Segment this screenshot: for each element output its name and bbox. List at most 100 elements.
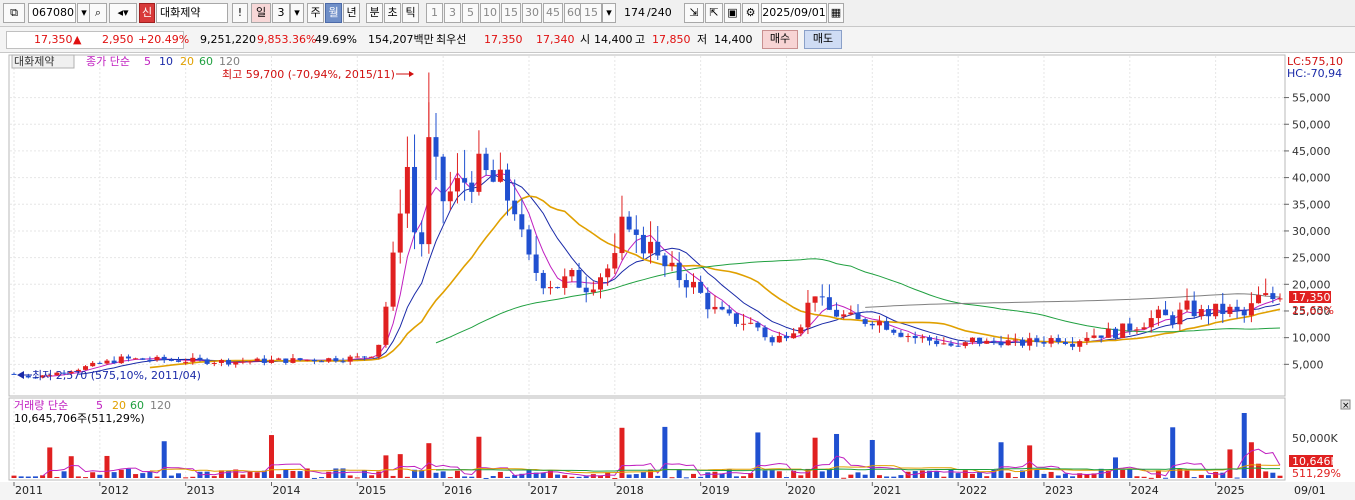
volume-bar: [562, 475, 568, 478]
quote-bar: 17,350 ▲ 2,950 +20.49% 9,251,220 9,853.3…: [0, 27, 1355, 53]
volume-bar: [383, 455, 389, 478]
price-tag: [1289, 291, 1331, 303]
period-day-button[interactable]: 일: [251, 3, 271, 23]
tab-tick[interactable]: 틱: [402, 3, 419, 23]
candle-body: [812, 296, 818, 303]
candle-body: [412, 166, 418, 233]
volume-bar: [233, 469, 239, 478]
tab-minute[interactable]: 분: [366, 3, 383, 23]
candle-body: [333, 358, 339, 362]
max-price-note: 최고 59,700 (-70,94%, 2015/11): [222, 68, 395, 81]
alert-button[interactable]: !: [232, 3, 248, 23]
interval-1[interactable]: 1: [426, 3, 443, 23]
high-price: 17,850: [652, 33, 691, 46]
candle-body: [912, 335, 918, 339]
candle-body: [197, 357, 203, 360]
candle-body: [1084, 337, 1090, 342]
candle-body: [705, 292, 711, 310]
candle-body: [1055, 338, 1061, 343]
search-icon[interactable]: ⌕: [89, 3, 107, 23]
price-change-pct: +20.49%: [138, 33, 190, 46]
y-tick-label: 5,000: [1292, 358, 1324, 371]
calendar-icon[interactable]: ▦: [828, 3, 844, 23]
candle-body: [755, 322, 761, 328]
candle-body: [61, 372, 67, 374]
candle-body: [390, 252, 396, 307]
candle-body: [776, 335, 782, 343]
lc-label: LC:575,10: [1287, 55, 1343, 68]
candle-body: [1198, 309, 1204, 317]
volume-bar: [1148, 477, 1154, 479]
period-dropdown-icon[interactable]: ▾: [290, 3, 304, 23]
candle-body: [1248, 303, 1254, 316]
candle-body: [469, 182, 475, 192]
candle-body: [161, 356, 167, 360]
volume-bar: [25, 476, 31, 478]
volume-bar: [11, 475, 17, 478]
speaker-icon[interactable]: ◂▾: [109, 3, 137, 23]
stock-code-input[interactable]: 067080: [28, 3, 76, 23]
candle-body: [655, 241, 661, 256]
volume-bar: [1105, 470, 1111, 478]
volume-bar: [927, 470, 933, 478]
buy-button[interactable]: 매수: [762, 30, 798, 49]
volume-bar: [934, 471, 940, 478]
tab-week[interactable]: 주: [307, 3, 324, 23]
period-value[interactable]: 3: [272, 3, 290, 23]
date-field[interactable]: 2025/09/01: [761, 3, 827, 23]
zoom-in-icon[interactable]: ⇲: [684, 3, 704, 23]
candle-body: [748, 322, 754, 324]
volume-bar: [690, 473, 696, 478]
tab-month[interactable]: 월: [325, 3, 342, 23]
volume-bar: [419, 470, 425, 478]
candle-body: [311, 359, 317, 362]
close-icon[interactable]: [1340, 399, 1351, 410]
x-tick-label: 2023: [1045, 484, 1073, 497]
interval-3[interactable]: 3: [444, 3, 461, 23]
candle-body: [826, 297, 832, 310]
count-field[interactable]: 15: [580, 3, 602, 23]
candle-body: [941, 343, 947, 345]
price-chart[interactable]: 대화제약 종가 단순 5 10 20 60 120 최고 59,700 (-70…: [0, 53, 1355, 500]
gear-icon[interactable]: ⚙: [742, 3, 759, 23]
interval-45[interactable]: 45: [543, 3, 563, 23]
volume-bar: [125, 468, 131, 478]
volume-bar: [90, 472, 96, 478]
interval-5[interactable]: 5: [462, 3, 479, 23]
window-icon[interactable]: ⧉: [3, 3, 25, 23]
candle-body: [1034, 338, 1040, 343]
volume-bar: [1062, 473, 1068, 478]
candle-body: [898, 332, 904, 337]
candle-body: [569, 269, 575, 277]
zoom-out-icon[interactable]: ⇱: [705, 3, 723, 23]
tab-year[interactable]: 년: [343, 3, 360, 23]
candle-body: [268, 359, 274, 363]
tab-second[interactable]: 초: [384, 3, 401, 23]
low-price: 14,400: [714, 33, 753, 46]
volume-bar: [326, 471, 332, 478]
volume-bar: [376, 471, 382, 478]
volume-bar: [1256, 463, 1262, 478]
candle-body: [140, 358, 146, 360]
volume-bar: [633, 474, 639, 478]
interval-15[interactable]: 15: [501, 3, 521, 23]
candle-body: [762, 327, 768, 338]
interval-10[interactable]: 10: [480, 3, 500, 23]
count-dropdown-icon[interactable]: ▾: [602, 3, 616, 23]
volume-legend-ma120: 120: [150, 399, 171, 412]
sell-button[interactable]: 매도: [804, 30, 842, 49]
x-tick-label: 2025: [1217, 484, 1245, 497]
volume-bar: [361, 470, 367, 478]
candle-body: [226, 360, 232, 365]
volume-bar: [869, 439, 875, 478]
candle-body: [1048, 338, 1054, 344]
interval-30[interactable]: 30: [522, 3, 542, 23]
candle-body: [934, 340, 940, 345]
volume-bar: [598, 475, 604, 478]
stock-name-field[interactable]: 대화제약: [156, 3, 228, 23]
candle-body: [211, 362, 217, 364]
save-icon[interactable]: ▣: [724, 3, 741, 23]
volume-bar: [454, 470, 460, 478]
candle-body: [555, 287, 561, 289]
ma-line-120: [865, 293, 1281, 308]
